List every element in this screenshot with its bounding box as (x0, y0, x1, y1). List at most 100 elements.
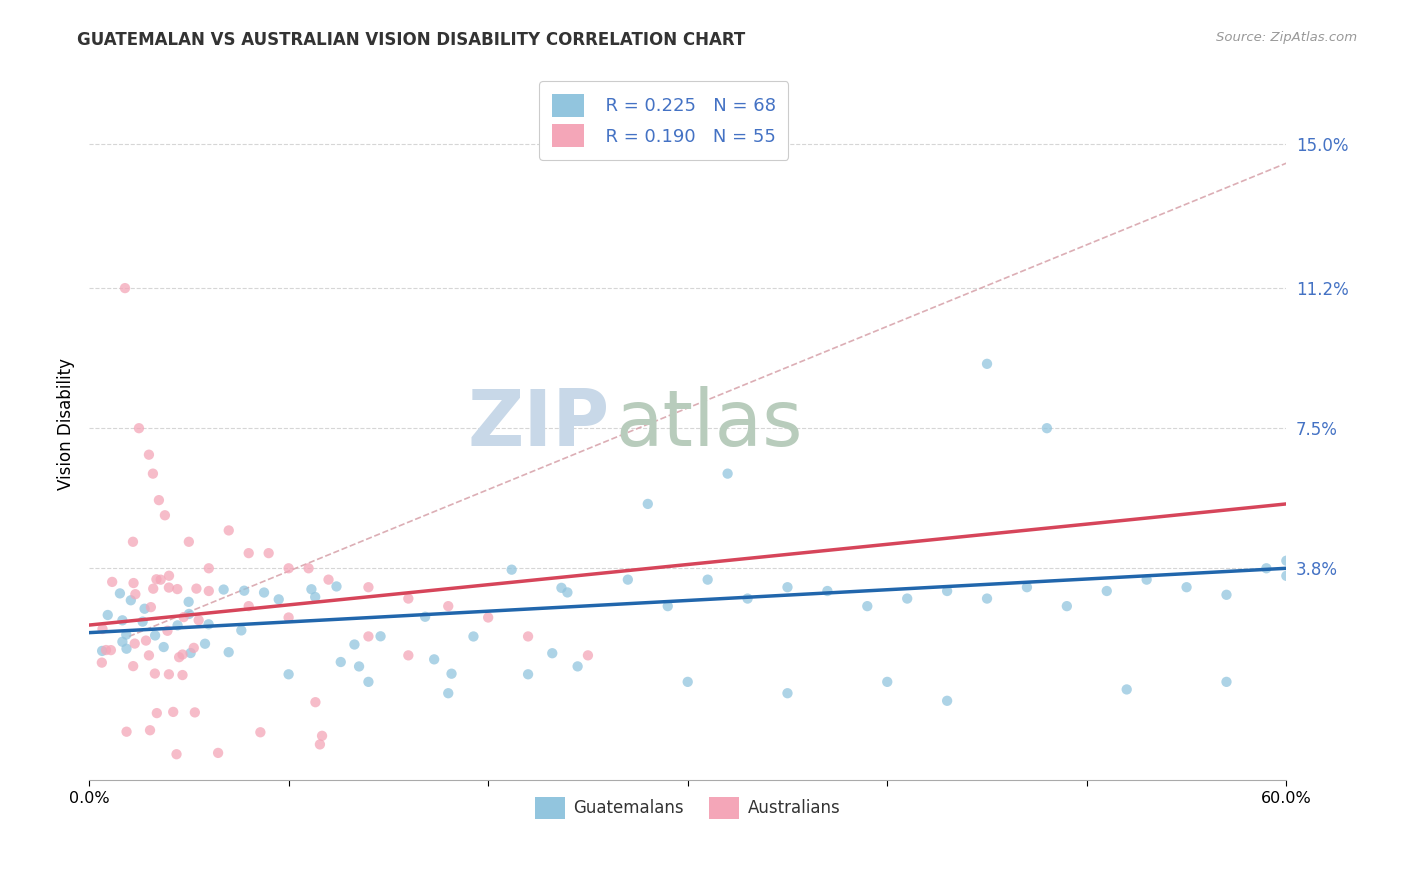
Point (309, 738, 332, 752)
Point (145, 572, 167, 586)
Point (91, 622, 114, 636)
Point (124, 636, 146, 650)
Point (115, 627, 138, 641)
Point (396, 648, 419, 663)
Point (122, 534, 145, 549)
Point (696, 573, 718, 587)
Point (1095, 584, 1118, 599)
Point (194, 637, 217, 651)
Point (122, 659, 145, 673)
Point (238, 546, 260, 560)
Point (111, 613, 134, 627)
Point (1256, 561, 1278, 575)
Point (776, 686, 799, 700)
Point (1056, 599, 1078, 614)
Point (115, 724, 138, 739)
Point (396, 591, 419, 606)
Point (128, 421, 150, 435)
Point (437, 599, 460, 614)
Point (541, 646, 564, 660)
Text: GUATEMALAN VS AUSTRALIAN VISION DISABILITY CORRELATION CHART: GUATEMALAN VS AUSTRALIAN VISION DISABILI… (77, 31, 745, 49)
Point (172, 668, 194, 682)
Point (139, 600, 162, 615)
Point (1015, 580, 1038, 594)
Point (238, 599, 260, 614)
Point (325, 579, 347, 593)
Point (550, 581, 572, 595)
Point (517, 629, 540, 643)
Point (717, 467, 740, 481)
Point (517, 667, 540, 681)
Legend: Guatemalans, Australians: Guatemalans, Australians (529, 790, 846, 825)
Point (463, 630, 485, 644)
Point (142, 467, 165, 481)
Y-axis label: Vision Disability: Vision Disability (58, 359, 75, 491)
Point (936, 584, 959, 599)
Point (184, 706, 207, 720)
Point (177, 607, 200, 621)
Point (413, 609, 436, 624)
Point (212, 582, 235, 597)
Point (976, 357, 998, 371)
Point (187, 613, 209, 627)
Point (253, 585, 276, 599)
Point (976, 591, 998, 606)
Point (143, 666, 166, 681)
Point (198, 584, 221, 599)
Point (357, 580, 380, 594)
Point (197, 617, 219, 632)
Point (343, 638, 366, 652)
Point (148, 493, 170, 508)
Point (173, 610, 195, 624)
Point (737, 591, 759, 606)
Point (576, 648, 599, 663)
Text: Source: ZipAtlas.com: Source: ZipAtlas.com (1216, 31, 1357, 45)
Point (676, 674, 699, 689)
Point (277, 561, 299, 575)
Point (567, 659, 589, 673)
Point (162, 705, 184, 719)
Point (231, 624, 253, 638)
Point (329, 655, 352, 669)
Point (1215, 588, 1237, 602)
Point (440, 666, 463, 681)
Point (153, 508, 176, 523)
Point (146, 706, 169, 720)
Point (1136, 573, 1159, 587)
Point (139, 723, 162, 738)
Point (97, 607, 120, 622)
Point (370, 629, 392, 643)
Point (142, 582, 165, 596)
Point (657, 599, 679, 614)
Point (1215, 674, 1237, 689)
Point (135, 633, 157, 648)
Point (101, 574, 124, 589)
Point (157, 581, 180, 595)
Point (357, 674, 380, 689)
Point (90, 656, 112, 670)
Point (207, 746, 229, 760)
Point (856, 599, 879, 614)
Point (557, 585, 579, 599)
Point (304, 695, 326, 709)
Point (114, 281, 136, 295)
Point (437, 686, 460, 700)
Point (299, 582, 322, 597)
Point (277, 610, 299, 624)
Point (311, 729, 333, 743)
Point (177, 595, 200, 609)
Text: atlas: atlas (616, 386, 803, 462)
Point (477, 610, 499, 624)
Point (100, 643, 122, 657)
Point (318, 573, 340, 587)
Point (115, 641, 138, 656)
Point (249, 725, 271, 739)
Point (936, 694, 959, 708)
Point (1115, 682, 1137, 697)
Point (166, 618, 188, 632)
Point (876, 674, 898, 689)
Point (1275, 554, 1298, 568)
Point (357, 629, 380, 643)
Point (896, 591, 918, 606)
Point (1275, 569, 1298, 583)
